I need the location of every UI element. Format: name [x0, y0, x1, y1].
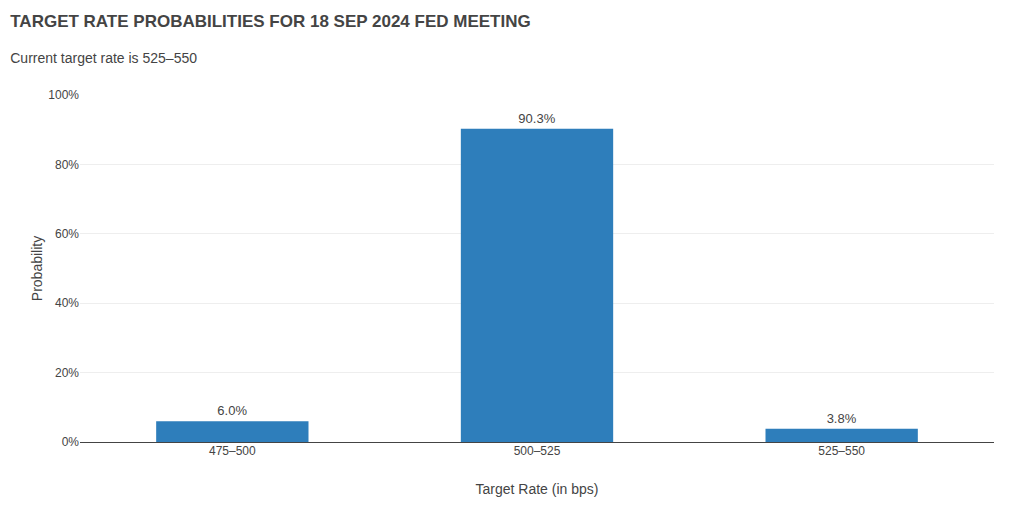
svg-text:40%: 40% [55, 296, 79, 310]
svg-text:TARGET RATE PROBABILITIES FOR: TARGET RATE PROBABILITIES FOR 18 SEP 202… [10, 12, 530, 31]
svg-text:6.0%: 6.0% [217, 403, 247, 418]
svg-text:60%: 60% [55, 227, 79, 241]
svg-text:3.8%: 3.8% [827, 411, 857, 426]
svg-text:90.3%: 90.3% [518, 111, 555, 126]
svg-text:500–525: 500–525 [514, 444, 561, 458]
svg-text:100%: 100% [48, 88, 79, 102]
svg-text:0%: 0% [62, 435, 80, 449]
svg-text:475–500: 475–500 [209, 444, 256, 458]
svg-text:Current target rate is 525–550: Current target rate is 525–550 [10, 50, 197, 66]
svg-text:20%: 20% [55, 366, 79, 380]
svg-text:Target Rate (in bps): Target Rate (in bps) [476, 481, 599, 497]
svg-text:80%: 80% [55, 158, 79, 172]
svg-text:Probability: Probability [29, 236, 45, 301]
svg-text:525–550: 525–550 [818, 444, 865, 458]
